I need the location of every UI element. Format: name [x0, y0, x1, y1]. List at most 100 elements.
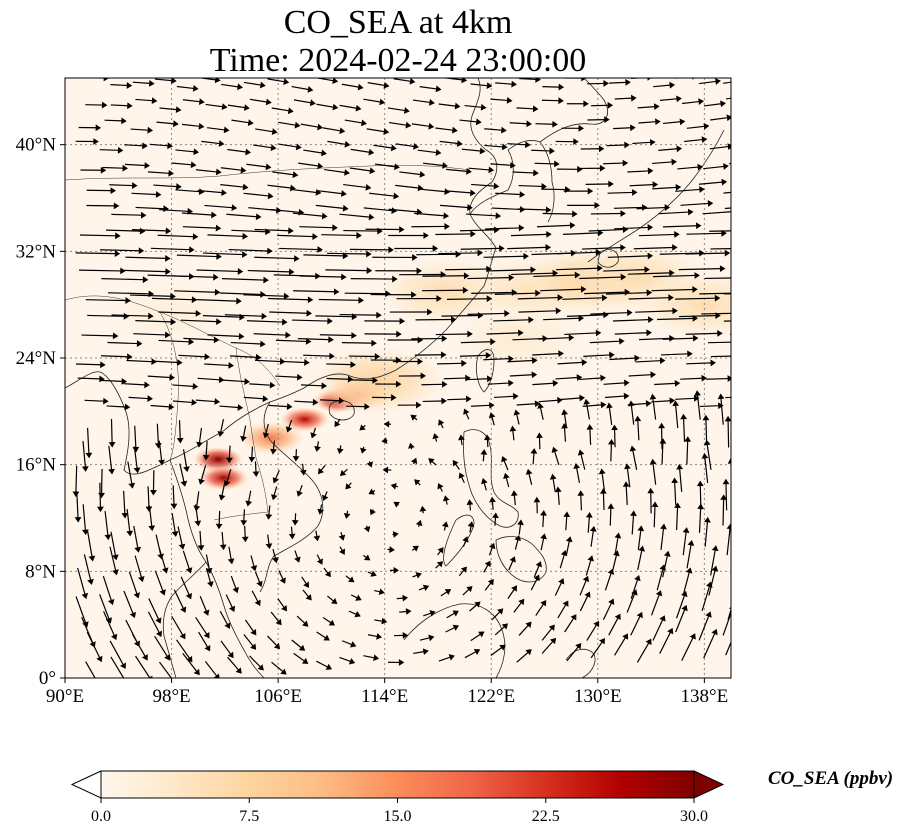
wind-vector [109, 546, 119, 576]
wind-vector [652, 615, 666, 641]
wind-vector [202, 251, 248, 258]
wind-vector [269, 309, 312, 317]
wind-vector [481, 478, 488, 491]
wind-vector [392, 531, 399, 538]
wind-vector [399, 171, 426, 178]
wind-vector [126, 508, 134, 537]
wind-vector [381, 437, 388, 444]
wind-vector [396, 594, 409, 602]
wind-vector [717, 393, 725, 425]
wind-vector [730, 333, 731, 335]
wind-vector [573, 463, 581, 483]
wind-vector [703, 163, 729, 170]
wind-vector [388, 659, 405, 666]
wind-vector [720, 494, 727, 526]
wind-vector [439, 140, 463, 147]
wind-vector [272, 549, 279, 564]
wind-vector [556, 165, 583, 173]
colorbar-extend-low [70, 770, 102, 799]
wind-vector [634, 415, 642, 441]
wind-vector [701, 312, 731, 315]
wind-vector [350, 275, 398, 283]
wind-vector [512, 169, 539, 177]
wind-vector [207, 232, 249, 240]
wind-vector [633, 244, 678, 251]
wind-vector [602, 598, 615, 621]
wind-vector [509, 371, 538, 379]
wind-vector [390, 482, 399, 490]
wind-vector [219, 531, 227, 551]
wind-vector [246, 163, 272, 171]
wind-vector [579, 164, 606, 172]
wind-vector [530, 574, 540, 591]
wind-vector [254, 255, 300, 262]
wind-vector [316, 554, 323, 565]
y-tick-label: 0° [39, 668, 56, 689]
wind-vector [488, 542, 496, 556]
wind-vector [135, 318, 177, 326]
wind-vector [458, 566, 467, 577]
wind-vector [460, 244, 505, 252]
wind-vector [364, 330, 402, 338]
wind-vector [557, 359, 588, 366]
wind-vector [709, 230, 731, 232]
wind-vector [220, 166, 247, 174]
wind-vector [727, 607, 731, 620]
wind-vector [518, 183, 547, 190]
wind-vector [658, 208, 694, 216]
wind-vector [151, 296, 198, 304]
wind-vector [272, 469, 280, 484]
wind-vector [437, 359, 467, 367]
wind-vector [383, 420, 392, 428]
wind-vector [303, 149, 327, 157]
wind-vector [372, 254, 418, 261]
wind-vector [81, 332, 119, 340]
wind-vector [682, 527, 690, 556]
wind-vector [172, 398, 198, 406]
wind-vector [124, 162, 151, 169]
wind-vector [414, 479, 421, 486]
wind-vector [508, 556, 516, 571]
wind-vector [480, 449, 488, 462]
wind-vector [100, 247, 145, 255]
wind-vector [561, 422, 568, 442]
wind-vector [566, 643, 582, 662]
wind-vector [587, 80, 609, 87]
wind-vector [389, 308, 433, 316]
wind-vector [607, 252, 654, 260]
wind-vector [148, 598, 162, 624]
wind-vector [411, 223, 450, 230]
wind-vector [495, 191, 526, 198]
wind-vector [110, 656, 125, 678]
wind-vector [99, 146, 124, 154]
wind-vector [293, 652, 309, 664]
wind-vector [132, 79, 155, 87]
wind-vector [158, 338, 195, 346]
wind-vector [346, 403, 370, 411]
wind-vector [686, 229, 727, 237]
map-frame [64, 77, 732, 679]
wind-vector [84, 397, 109, 405]
wind-vector [461, 147, 486, 155]
colorbar-label: CO_SEA (ppbv) [768, 768, 894, 789]
wind-vector [320, 397, 345, 405]
wind-vector [107, 340, 143, 347]
wind-vector [723, 191, 731, 194]
wind-vector [613, 124, 636, 132]
wind-vector [397, 401, 422, 409]
wind-vector [509, 425, 517, 441]
co-plume [279, 406, 330, 432]
wind-vector [227, 546, 235, 565]
wind-vector [133, 525, 142, 553]
wind-vector [292, 212, 328, 220]
wind-vector [531, 147, 555, 155]
wind-vector [176, 253, 222, 260]
wind-vector [419, 505, 427, 514]
wind-vector [182, 98, 205, 106]
wind-vector [301, 382, 328, 390]
wind-vector [177, 526, 186, 550]
wind-vector [229, 353, 262, 361]
wind-vector [325, 267, 373, 274]
wind-vector [458, 434, 465, 446]
wind-vector [680, 413, 688, 442]
